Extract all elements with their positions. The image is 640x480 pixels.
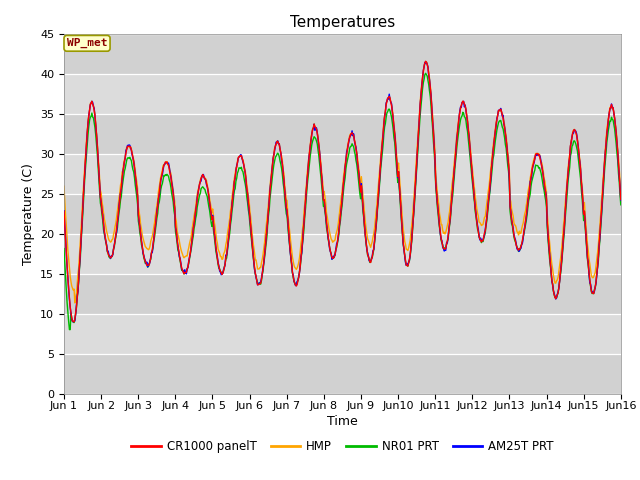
Y-axis label: Temperature (C): Temperature (C) [22,163,35,264]
Title: Temperatures: Temperatures [290,15,395,30]
Bar [64,34,621,73]
Text: WP_met: WP_met [67,38,108,48]
Bar [64,354,621,394]
Bar [64,274,621,313]
Bar [64,114,621,154]
Bar [64,193,621,234]
X-axis label: Time: Time [327,415,358,429]
Legend: CR1000 panelT, HMP, NR01 PRT, AM25T PRT: CR1000 panelT, HMP, NR01 PRT, AM25T PRT [127,435,558,458]
